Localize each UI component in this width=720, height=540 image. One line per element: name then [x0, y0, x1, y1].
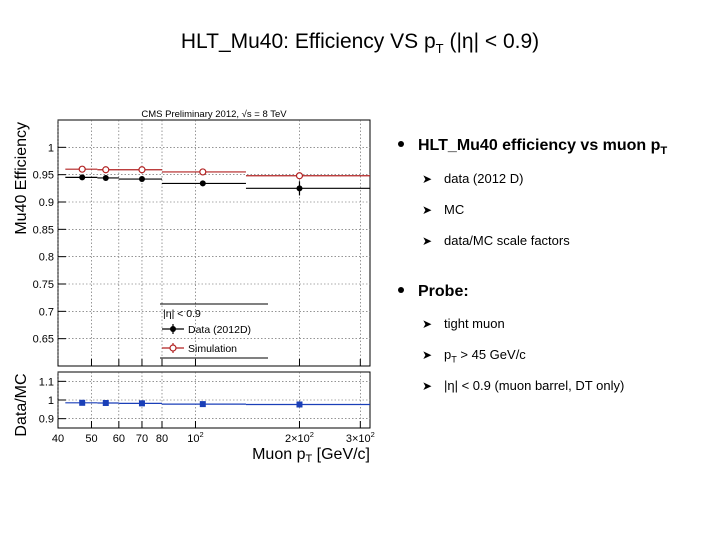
x-tick-label: 102	[187, 430, 203, 445]
data-point-4	[296, 185, 303, 192]
simulation-point-1	[102, 166, 110, 174]
simulation-point-4	[295, 172, 304, 180]
cms-header: CMS Preliminary 2012, √s = 8 TeV	[141, 109, 287, 120]
x-tick-label: 50	[85, 433, 97, 445]
legend-label-0: Data (2012D)	[188, 324, 251, 336]
y-tick-label: 1	[48, 142, 54, 154]
bullet-dot-icon	[398, 140, 404, 147]
title-subscript: T	[435, 41, 444, 57]
arrowhead-icon: ➤	[422, 234, 433, 248]
y-axis-title: Mu40 Efficiency	[13, 122, 30, 235]
arrowhead-icon: ➤	[422, 379, 433, 393]
x-axis-title: Muon pT [GeV/c]	[252, 446, 370, 465]
x-tick-label: 70	[136, 433, 148, 445]
sub-bullet-data: ➤ data (2012 D)	[422, 171, 524, 186]
arrowhead-icon: ➤	[422, 317, 433, 331]
slide-title: HLT_Mu40: Efficiency VS pT (|η| < 0.9)	[0, 30, 720, 56]
y-tick-label: 0.95	[33, 170, 54, 182]
x-tick-label: 2×102	[285, 430, 314, 445]
y-tick-label: 0.7	[39, 306, 54, 318]
x-tick-label: 60	[113, 433, 125, 445]
ratio-point-1	[102, 399, 109, 406]
arrowhead-icon: ➤	[422, 203, 433, 217]
simulation-point-0	[78, 165, 86, 173]
bullet-probe: Probe:	[398, 283, 469, 301]
data-point-0	[79, 174, 86, 181]
legend-header: |η| < 0.9	[163, 308, 201, 320]
ratio-point-3	[199, 401, 206, 408]
y-tick-label: 0.65	[33, 334, 54, 346]
sub-bullet-pt-cut: ➤ pT > 45 GeV/c	[422, 347, 526, 365]
simulation-point-2	[138, 166, 146, 174]
ratio-axis-title: Data/MC	[13, 373, 30, 436]
legend-marker-0	[170, 326, 176, 332]
data-point-2	[138, 176, 145, 183]
legend-marker-1	[169, 344, 177, 352]
bullet-dot-icon	[398, 286, 404, 293]
y-tick-label: 0.8	[39, 252, 54, 264]
title-text: HLT_Mu40: Efficiency VS p	[180, 30, 436, 53]
legend-label-1: Simulation	[188, 343, 237, 355]
bullet-efficiency: HLT_Mu40 efficiency vs muon pT	[398, 137, 667, 157]
arrowhead-icon: ➤	[422, 172, 433, 186]
top-panel-frame	[57, 119, 371, 367]
y-tick-label: 0.85	[33, 224, 54, 236]
simulation-point-3	[199, 168, 207, 176]
title-suffix: (|η| < 0.9)	[443, 30, 540, 53]
data-point-3	[199, 180, 206, 187]
ratio-point-2	[138, 400, 145, 407]
sub-bullet-eta-cut: ➤ |η| < 0.9 (muon barrel, DT only)	[422, 378, 625, 393]
ratio-y-tick-label: 0.9	[39, 414, 54, 426]
sub-bullet-tight-muon: ➤ tight muon	[422, 316, 505, 331]
ratio-point-4	[296, 401, 303, 408]
sub-bullet-mc: ➤ MC	[422, 202, 465, 217]
ratio-point-0	[79, 399, 86, 406]
ratio-y-tick-label: 1.1	[39, 376, 54, 388]
x-tick-label: 40	[52, 433, 64, 445]
x-tick-label: 80	[156, 433, 168, 445]
y-tick-label: 0.75	[33, 279, 54, 291]
legend: |η| < 0.9 Data (2012D) Simulation	[160, 303, 268, 359]
sub-bullet-scale-factors: ➤ data/MC scale factors	[422, 233, 570, 248]
ratio-y-tick-label: 1	[48, 395, 54, 407]
y-tick-label: 0.9	[39, 197, 54, 209]
x-tick-label: 3×102	[346, 430, 375, 445]
arrowhead-icon: ➤	[422, 348, 433, 362]
data-point-1	[102, 174, 109, 181]
